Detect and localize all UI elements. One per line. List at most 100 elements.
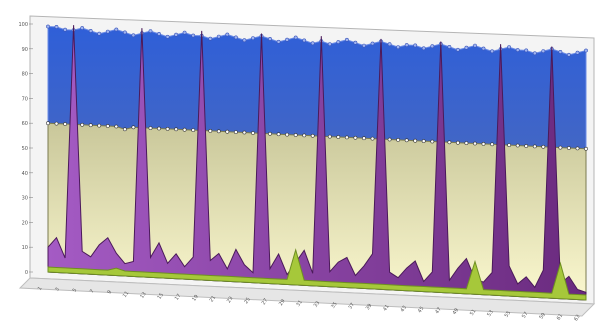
data-point (481, 46, 486, 51)
data-point (225, 32, 230, 37)
data-point (97, 31, 102, 36)
data-point (567, 146, 571, 150)
data-point (302, 38, 307, 43)
data-point (174, 127, 179, 132)
data-point (404, 43, 409, 47)
x-tick-label: 15 (157, 292, 166, 301)
data-point (396, 45, 401, 50)
data-point (310, 41, 315, 46)
data-point (430, 139, 435, 144)
data-point (191, 33, 196, 38)
data-point (157, 126, 161, 131)
y-tick-label: 100 (18, 22, 28, 28)
data-point (54, 121, 59, 126)
data-point (123, 30, 127, 35)
data-point (251, 131, 255, 135)
data-point (174, 32, 179, 37)
data-point (387, 42, 392, 47)
data-point (353, 40, 358, 45)
data-point (208, 128, 213, 133)
x-tick-label: 35 (330, 301, 339, 310)
data-point (515, 143, 520, 148)
data-point (302, 133, 307, 138)
data-point (584, 48, 588, 53)
series-area-3 (47, 25, 587, 301)
x-tick-label: 17 (174, 293, 183, 302)
data-point (276, 39, 281, 44)
data-point (558, 50, 563, 54)
data-point (473, 43, 477, 48)
data-point (532, 144, 537, 149)
data-point (293, 35, 298, 40)
data-point (63, 122, 68, 126)
data-point (105, 29, 110, 34)
y-tick-label: 20 (22, 220, 28, 226)
data-point (575, 146, 580, 151)
data-point (97, 123, 102, 128)
x-tick-label: 3 (54, 287, 61, 293)
y-tick-label: 10 (22, 245, 28, 251)
data-point (216, 129, 221, 134)
x-tick-label: 9 (106, 289, 113, 295)
data-point (336, 135, 341, 139)
data-point (396, 137, 401, 142)
data-point (362, 136, 366, 141)
data-point (131, 125, 136, 130)
y-tick-label: 90 (22, 47, 28, 53)
data-point (447, 140, 452, 145)
data-point (251, 36, 255, 41)
data-point (157, 32, 161, 36)
data-point (63, 27, 68, 32)
data-point (455, 47, 460, 52)
data-point (447, 45, 452, 49)
data-point (507, 45, 512, 50)
data-point (370, 136, 375, 141)
data-point (421, 139, 426, 144)
data-point (310, 133, 315, 138)
x-tick-label: 43 (400, 305, 409, 314)
series-layer (46, 24, 588, 301)
x-tick-label: 61 (556, 313, 565, 322)
data-point (413, 138, 418, 143)
data-point (88, 123, 93, 128)
data-point (88, 28, 93, 33)
data-point (558, 145, 563, 150)
data-point (353, 135, 358, 140)
data-point (507, 143, 512, 148)
x-tick-label: 37 (347, 302, 356, 311)
series-points-1 (46, 24, 588, 57)
x-tick-label: 51 (469, 308, 478, 317)
x-tick-label: 11 (122, 290, 131, 299)
data-point (114, 27, 119, 32)
data-point (233, 35, 238, 40)
data-point (344, 37, 349, 42)
data-point (114, 124, 119, 129)
data-point (327, 134, 332, 139)
y-tick-label: 40 (22, 171, 28, 177)
data-point (481, 141, 486, 146)
data-point (123, 127, 127, 132)
data-point (54, 24, 59, 29)
data-point (473, 141, 477, 146)
x-tick-label: 23 (226, 296, 235, 305)
y-tick-label: 80 (22, 72, 28, 78)
data-point (515, 48, 520, 52)
data-point (404, 138, 409, 143)
data-point (225, 129, 230, 134)
data-point (532, 51, 537, 56)
data-point (165, 34, 170, 39)
data-point (46, 121, 50, 126)
data-point (430, 44, 435, 49)
data-point (268, 131, 272, 136)
x-tick-label: 31 (295, 299, 304, 308)
data-point (208, 36, 213, 41)
data-point (191, 128, 196, 133)
data-point (285, 37, 290, 42)
data-point (584, 146, 588, 151)
x-tick-label: 27 (261, 297, 270, 306)
floor (18, 277, 596, 317)
x-tick-label: 39 (365, 303, 374, 312)
x-tick-label: 29 (278, 298, 287, 307)
x-tick-label: 53 (486, 309, 495, 318)
data-point (182, 127, 187, 132)
